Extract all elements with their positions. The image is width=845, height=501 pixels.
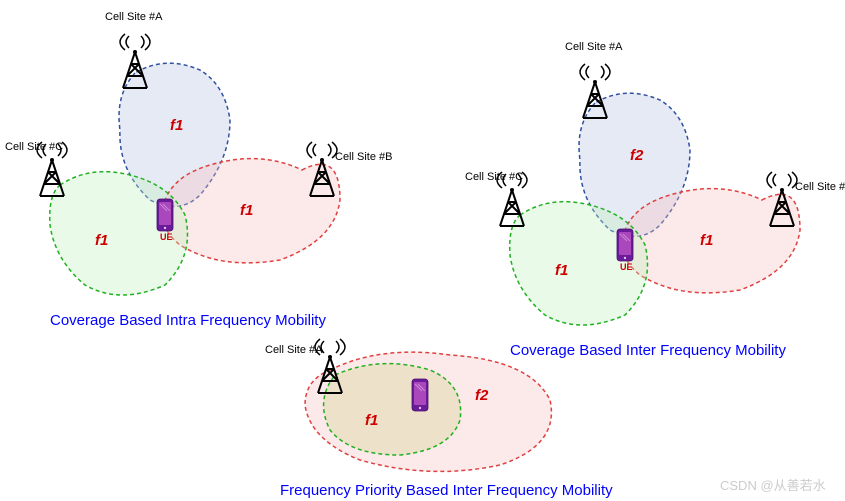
freq-b: f1: [240, 202, 253, 219]
cell-a-label: Cell Site #A: [105, 11, 163, 23]
cell-c-label: Cell Site #C: [5, 141, 63, 153]
inter-frequency-diagram: Cell Site #A Cell Site #B Cell Site #C f…: [465, 41, 845, 359]
diagram-canvas: Cell Site #A Cell Site #B Cell Site #C f…: [0, 0, 845, 501]
freq-a: f2: [630, 147, 644, 164]
cell-c-label: Cell Site #C: [465, 171, 523, 183]
freq-b: f1: [700, 232, 713, 249]
priority-frequency-diagram: Cell Site #A f1 f2 Frequency Priority Ba…: [265, 339, 613, 499]
intra-frequency-diagram: Cell Site #A Cell Site #B Cell Site #C f…: [5, 11, 392, 329]
cell-b-label: Cell Site #B: [335, 151, 392, 163]
inter-title: Coverage Based Inter Frequency Mobility: [510, 342, 786, 359]
cell-a-label: Cell Site #A: [265, 344, 323, 356]
ue-icon: [617, 229, 633, 261]
cell-a-label: Cell Site #A: [565, 41, 623, 53]
f1-coverage: [324, 364, 461, 455]
freq-c: f1: [555, 262, 568, 279]
cell-b-label: Cell Site #B: [795, 181, 845, 193]
ue-label: UE: [620, 262, 633, 272]
ue-label: UE: [160, 232, 173, 242]
freq-f1: f1: [365, 412, 378, 429]
ue-icon: [157, 199, 173, 231]
watermark: CSDN @从善若水: [720, 478, 826, 493]
freq-a: f1: [170, 117, 183, 134]
priority-title: Frequency Priority Based Inter Frequency…: [280, 482, 613, 499]
freq-c: f1: [95, 232, 108, 249]
intra-title: Coverage Based Intra Frequency Mobility: [50, 312, 326, 329]
freq-f2: f2: [475, 387, 489, 404]
ue-icon: [412, 379, 428, 411]
